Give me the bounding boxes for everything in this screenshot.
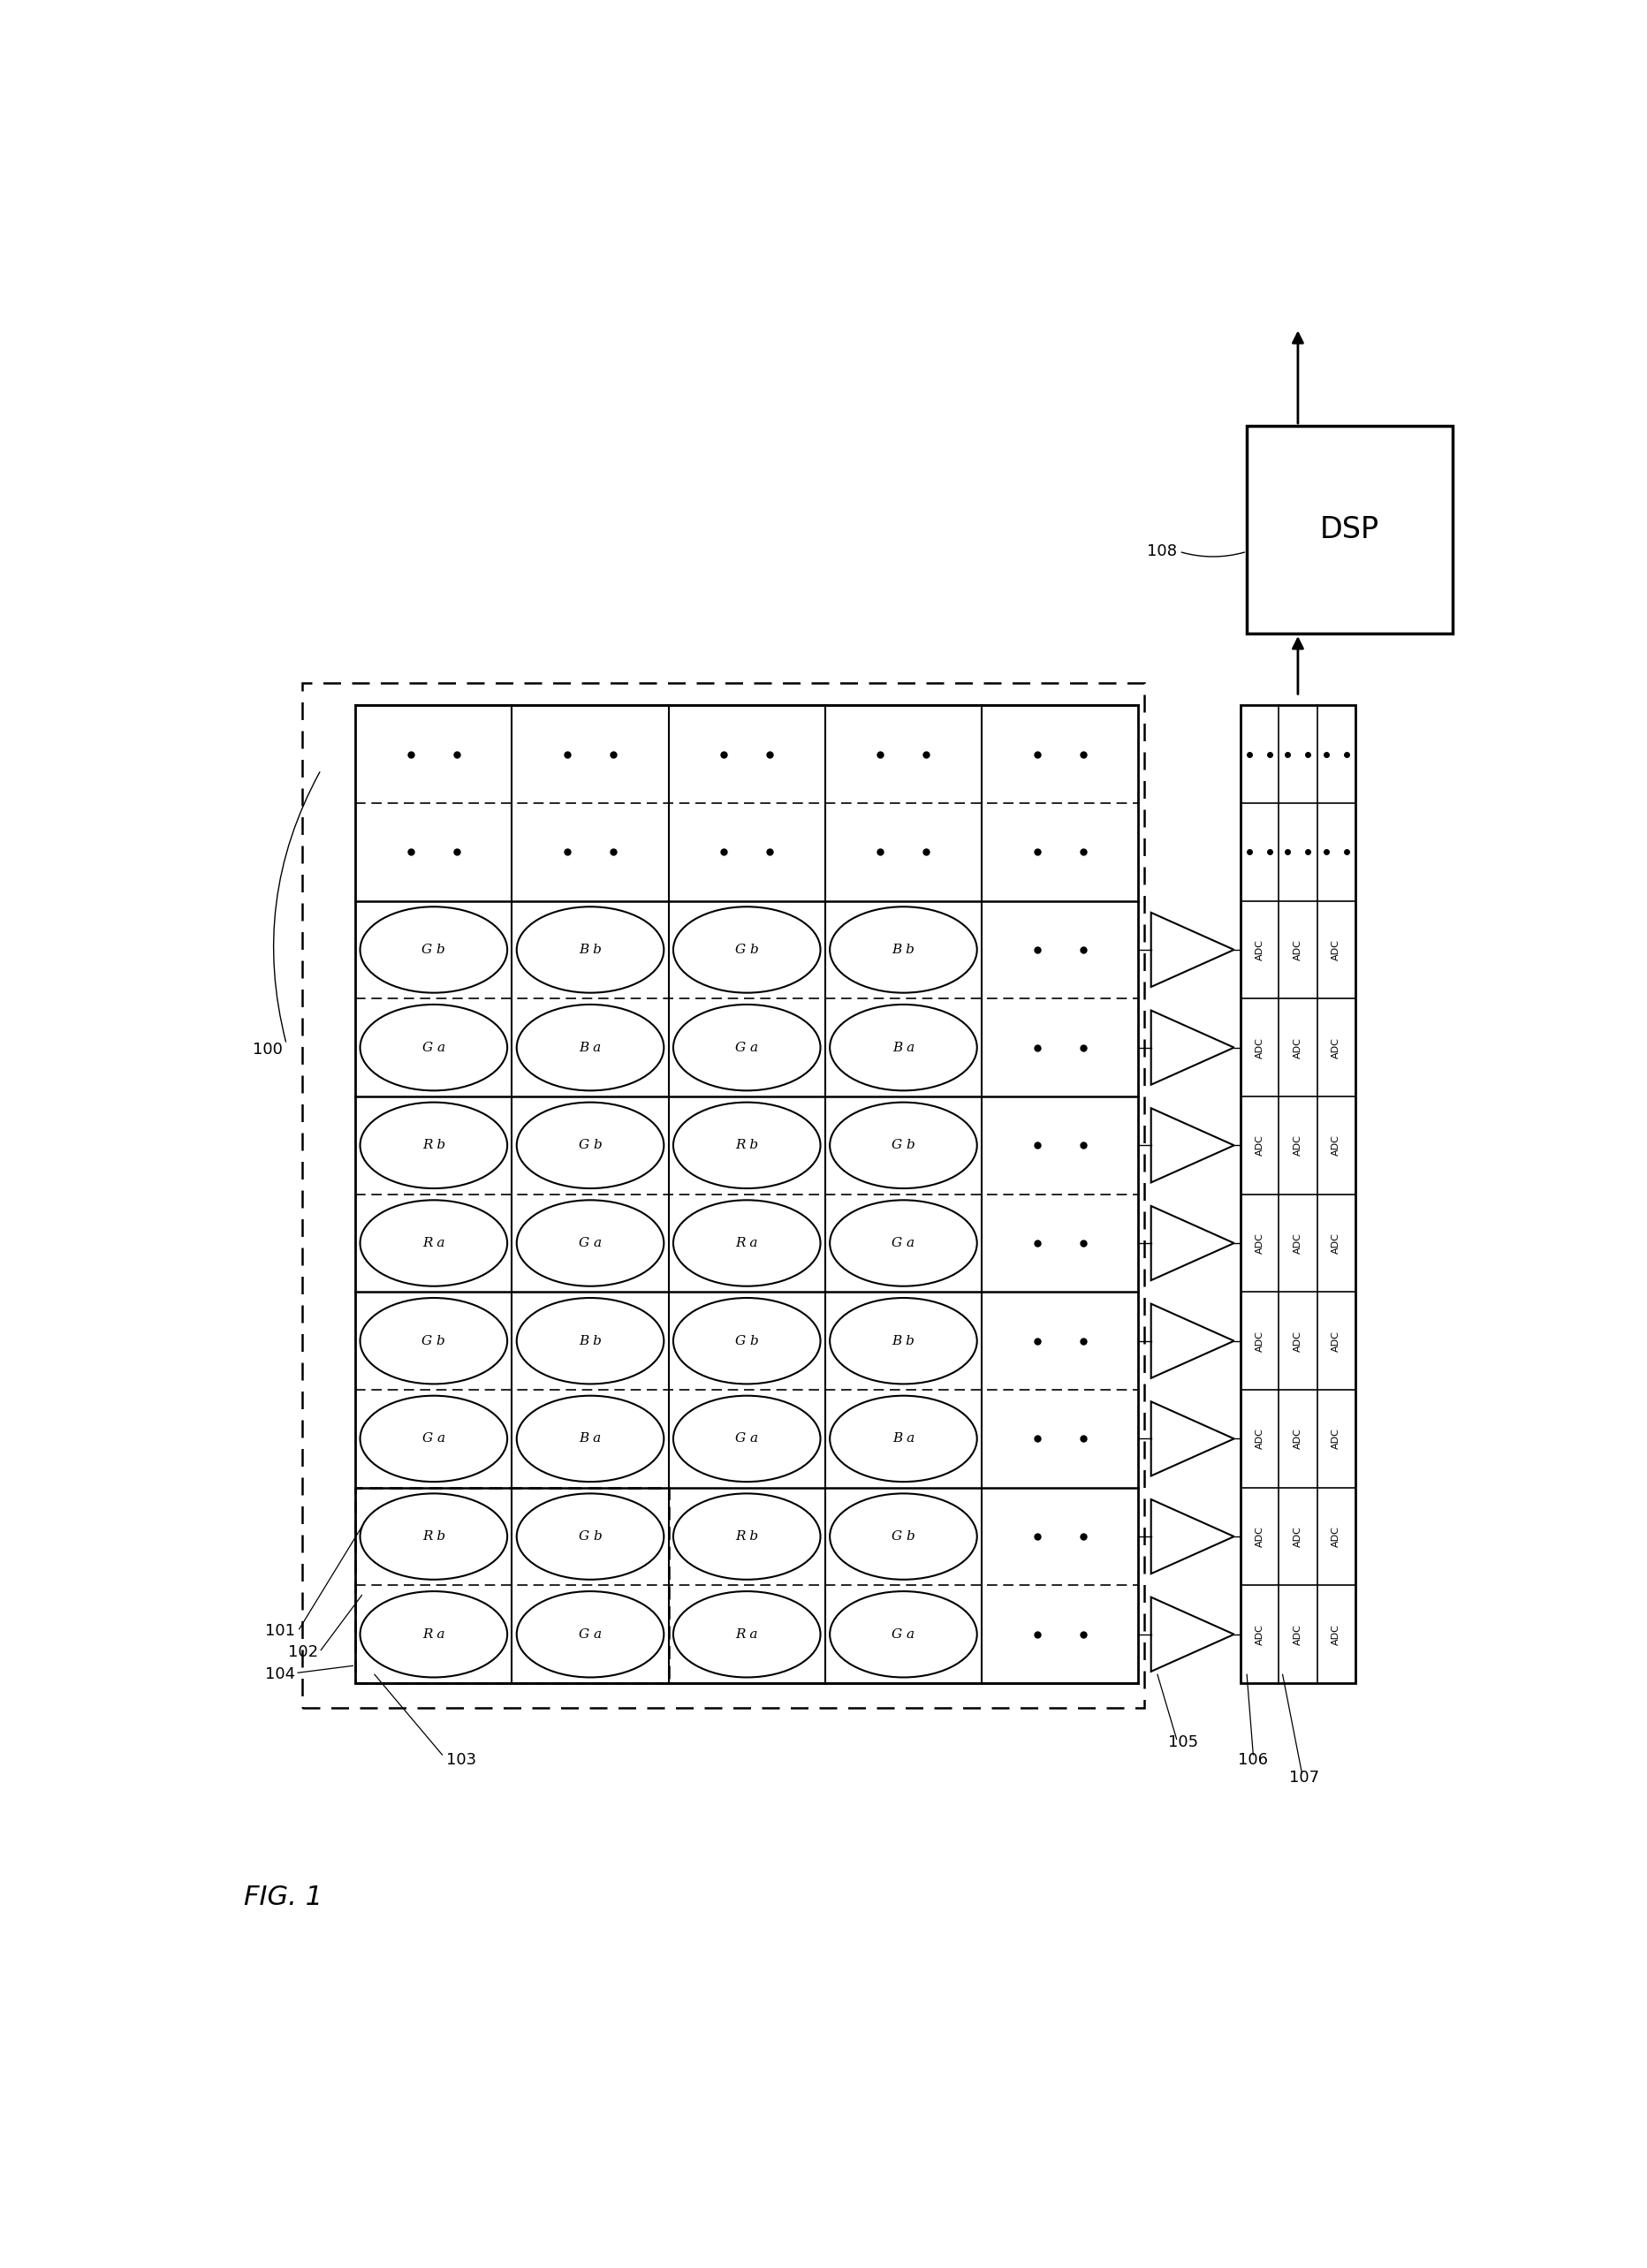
Text: ADC: ADC [1255, 939, 1263, 959]
Text: R b: R b [735, 1531, 758, 1542]
Text: ADC: ADC [1331, 1526, 1341, 1547]
Text: 101: 101 [265, 1624, 295, 1640]
Text: ADC: ADC [1331, 1232, 1341, 1254]
Text: ADC: ADC [1331, 1036, 1341, 1059]
Text: ADC: ADC [1255, 1232, 1263, 1254]
Text: 105: 105 [1168, 1735, 1197, 1751]
Text: ADC: ADC [1293, 939, 1301, 959]
Text: G b: G b [422, 943, 445, 955]
Text: G b: G b [735, 943, 758, 955]
Text: G b: G b [891, 1531, 914, 1542]
Text: R b: R b [735, 1139, 758, 1152]
Text: 103: 103 [446, 1753, 476, 1769]
Text: R a: R a [422, 1236, 445, 1250]
Text: G a: G a [578, 1236, 601, 1250]
Text: ADC: ADC [1331, 1429, 1341, 1449]
Text: B b: B b [578, 943, 601, 955]
Text: G b: G b [578, 1139, 601, 1152]
Text: ADC: ADC [1293, 1624, 1301, 1644]
Text: ADC: ADC [1255, 1429, 1263, 1449]
Text: ADC: ADC [1331, 1134, 1341, 1157]
Text: ADC: ADC [1293, 1331, 1301, 1352]
Bar [1247, 426, 1451, 633]
Text: B a: B a [891, 1433, 914, 1445]
Text: 106: 106 [1237, 1753, 1268, 1769]
Text: ADC: ADC [1331, 939, 1341, 959]
Text: G b: G b [891, 1139, 914, 1152]
Text: R a: R a [735, 1628, 758, 1640]
Text: R b: R b [422, 1139, 445, 1152]
Text: G b: G b [735, 1336, 758, 1347]
Text: ADC: ADC [1293, 1134, 1301, 1157]
Text: B a: B a [578, 1433, 601, 1445]
Text: R a: R a [422, 1628, 445, 1640]
Text: ADC: ADC [1255, 1526, 1263, 1547]
Text: R b: R b [422, 1531, 445, 1542]
Text: B b: B b [891, 1336, 914, 1347]
Text: 108: 108 [1146, 544, 1176, 560]
Text: G a: G a [891, 1628, 914, 1640]
Text: B b: B b [578, 1336, 601, 1347]
Text: G a: G a [735, 1041, 758, 1055]
Text: ADC: ADC [1255, 1331, 1263, 1352]
Text: ADC: ADC [1293, 1232, 1301, 1254]
Text: G b: G b [578, 1531, 601, 1542]
Text: ADC: ADC [1293, 1036, 1301, 1059]
Text: R a: R a [735, 1236, 758, 1250]
Text: G a: G a [422, 1041, 445, 1055]
Text: G a: G a [578, 1628, 601, 1640]
Text: 102: 102 [288, 1644, 318, 1660]
Text: B b: B b [891, 943, 914, 955]
Text: ADC: ADC [1255, 1036, 1263, 1059]
Text: DSP: DSP [1319, 515, 1379, 544]
Text: ADC: ADC [1293, 1429, 1301, 1449]
Text: G a: G a [891, 1236, 914, 1250]
Text: B a: B a [578, 1041, 601, 1055]
Text: G b: G b [422, 1336, 445, 1347]
Text: ADC: ADC [1293, 1526, 1301, 1547]
Bar [356, 705, 1138, 1683]
Text: G a: G a [735, 1433, 758, 1445]
Text: 100: 100 [252, 1041, 283, 1057]
Text: ADC: ADC [1331, 1624, 1341, 1644]
Text: ADC: ADC [1331, 1331, 1341, 1352]
Text: ADC: ADC [1255, 1134, 1263, 1157]
Bar [301, 683, 1145, 1708]
Bar [1240, 705, 1354, 1683]
Bar [356, 1488, 669, 1683]
Text: B a: B a [891, 1041, 914, 1055]
Text: 107: 107 [1288, 1769, 1319, 1785]
Text: 104: 104 [265, 1667, 295, 1683]
Text: FIG. 1: FIG. 1 [244, 1885, 323, 1910]
Text: G a: G a [422, 1433, 445, 1445]
Text: ADC: ADC [1255, 1624, 1263, 1644]
